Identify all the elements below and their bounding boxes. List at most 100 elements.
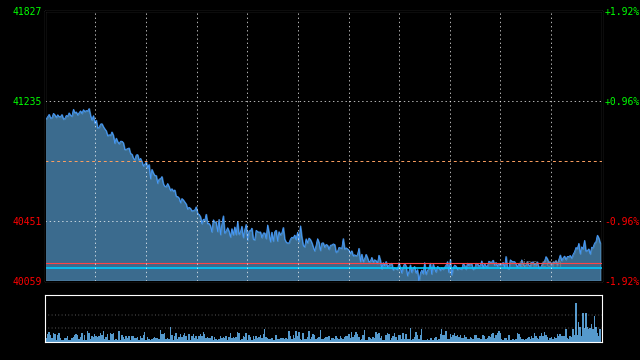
Bar (477, 338, 478, 342)
Bar (351, 332, 353, 342)
Bar (568, 339, 570, 342)
Bar (444, 335, 445, 342)
Bar (267, 338, 268, 342)
Bar (340, 336, 341, 342)
Bar (396, 337, 397, 342)
Bar (478, 338, 479, 342)
Bar (372, 337, 374, 342)
Bar (349, 338, 351, 342)
Bar (111, 334, 113, 342)
Bar (50, 335, 51, 342)
Bar (307, 337, 308, 342)
Bar (297, 336, 298, 342)
Bar (211, 337, 212, 342)
Bar (90, 339, 92, 342)
Bar (405, 334, 407, 342)
Bar (151, 339, 152, 342)
Bar (491, 334, 492, 342)
Bar (163, 334, 164, 342)
Bar (323, 339, 324, 342)
Bar (247, 340, 248, 342)
Bar (577, 336, 578, 342)
Bar (390, 339, 391, 342)
Bar (47, 334, 49, 342)
Bar (187, 340, 188, 342)
Bar (451, 337, 452, 342)
Bar (316, 339, 317, 342)
Bar (63, 340, 64, 342)
Bar (342, 339, 344, 342)
Bar (424, 340, 426, 342)
Bar (261, 338, 262, 342)
Bar (127, 338, 128, 342)
Bar (80, 337, 81, 342)
Bar (123, 337, 124, 342)
Bar (60, 338, 61, 342)
Bar (563, 336, 564, 342)
Bar (399, 334, 401, 342)
Bar (136, 338, 137, 342)
Bar (231, 338, 232, 342)
Bar (410, 328, 411, 342)
Bar (328, 337, 330, 342)
Bar (319, 330, 321, 342)
Bar (384, 340, 385, 342)
Bar (255, 336, 257, 342)
Bar (52, 333, 54, 342)
Bar (449, 334, 451, 342)
Bar (303, 333, 304, 342)
Bar (225, 336, 227, 342)
Bar (175, 333, 177, 342)
Bar (230, 333, 231, 342)
Bar (104, 339, 106, 342)
Bar (228, 337, 230, 342)
Bar (434, 338, 435, 342)
Bar (148, 339, 150, 342)
Bar (243, 336, 244, 342)
Bar (197, 339, 198, 342)
Bar (260, 335, 261, 342)
Bar (102, 331, 104, 342)
Bar (507, 340, 508, 342)
Bar (470, 337, 471, 342)
Bar (218, 339, 220, 342)
Bar (251, 340, 253, 342)
Bar (582, 314, 584, 342)
Bar (355, 332, 356, 342)
Bar (544, 332, 545, 342)
Bar (58, 333, 60, 342)
Bar (145, 340, 147, 342)
Bar (594, 316, 595, 342)
Bar (397, 340, 398, 342)
Bar (377, 334, 378, 342)
Bar (508, 336, 509, 342)
Bar (276, 339, 278, 342)
Bar (56, 340, 57, 342)
Bar (593, 329, 594, 342)
Bar (271, 338, 273, 342)
Bar (425, 340, 427, 342)
Bar (458, 337, 460, 342)
Bar (70, 340, 71, 342)
Bar (308, 330, 310, 342)
Bar (167, 338, 168, 342)
Bar (516, 333, 518, 342)
Bar (73, 337, 74, 342)
Bar (381, 336, 383, 342)
Bar (334, 339, 335, 342)
Bar (528, 337, 529, 342)
Bar (208, 338, 210, 342)
Bar (168, 339, 170, 342)
Bar (460, 335, 461, 342)
Bar (144, 332, 145, 342)
Bar (177, 339, 179, 342)
Bar (541, 333, 542, 342)
Bar (154, 337, 156, 342)
Bar (415, 332, 417, 342)
Bar (76, 333, 77, 342)
Bar (64, 338, 65, 342)
Bar (71, 338, 73, 342)
Bar (137, 337, 138, 342)
Bar (548, 340, 550, 342)
Bar (564, 336, 565, 342)
